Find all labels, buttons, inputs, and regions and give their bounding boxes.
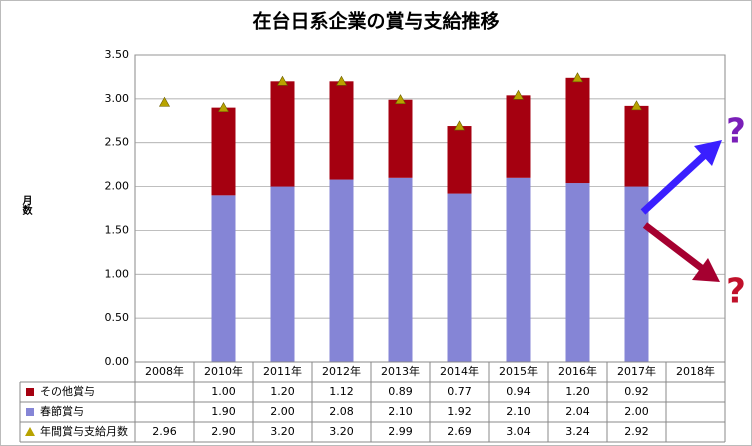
y-tick-label: 2.50: [105, 136, 130, 149]
y-tick-label: 2.00: [105, 180, 130, 193]
table-cell: 1.20: [270, 385, 295, 398]
legend-label: その他賞与: [40, 385, 95, 398]
table-cell: 1.90: [211, 405, 236, 418]
x-tick-label: 2008年: [145, 364, 184, 378]
table-cell: 3.20: [270, 425, 295, 438]
marker: [335, 75, 348, 86]
x-tick-label: 2010年: [204, 364, 243, 378]
table-cell: 2.04: [565, 405, 590, 418]
table-cell: 0.77: [447, 385, 472, 398]
chart-title: 在台日系企業の賞与支給推移: [252, 10, 499, 33]
bar: [565, 183, 590, 362]
marker: [217, 102, 230, 112]
marker: [453, 120, 466, 131]
table-cell: 2.10: [388, 405, 413, 418]
marker: [630, 100, 643, 111]
legend-label: 春節賞与: [40, 404, 84, 418]
table-cell: 1.00: [211, 385, 236, 398]
bar: [211, 195, 236, 362]
table-cell: 0.92: [624, 385, 649, 398]
bar: [270, 81, 295, 187]
bar: [329, 81, 354, 180]
legend-swatch: [26, 388, 34, 396]
x-tick-label: 2016年: [558, 364, 597, 378]
marker: [571, 72, 584, 83]
y-tick-label: 0.00: [105, 355, 130, 368]
legend-label: 年間賞与支給月数: [40, 424, 128, 438]
bar: [447, 193, 472, 362]
x-tick-label: 2013年: [381, 364, 420, 378]
arrow-down: [642, 222, 707, 273]
legend-swatch: [25, 427, 35, 436]
bar: [447, 126, 472, 194]
table-cell: 3.04: [506, 425, 531, 438]
marker: [276, 75, 289, 86]
bar: [270, 186, 295, 362]
arrow-head: [692, 258, 720, 282]
x-tick-label: 2012年: [322, 364, 361, 378]
annotation: ?: [726, 272, 746, 312]
bar: [506, 177, 531, 362]
table-cell: 0.94: [506, 385, 531, 398]
legend-swatch: [26, 408, 34, 416]
bar: [506, 95, 531, 178]
bar: [388, 99, 413, 178]
y-tick-label: 3.00: [105, 92, 130, 105]
bar: [211, 107, 236, 196]
annotation: ?: [726, 112, 746, 152]
table-cell: 2.96: [152, 425, 177, 438]
bar: [624, 186, 649, 362]
y-axis-label: 月数: [20, 195, 33, 216]
x-tick-label: 2017年: [617, 364, 656, 378]
arrows: [640, 140, 722, 282]
table-cell: 1.12: [329, 385, 354, 398]
table-cell: 3.20: [329, 425, 354, 438]
table-cell: 2.10: [506, 405, 531, 418]
marker: [158, 96, 171, 107]
table-cell: 1.92: [447, 405, 472, 418]
table-cell: 3.24: [565, 425, 590, 438]
table-cell: 2.08: [329, 405, 354, 418]
bar: [329, 179, 354, 362]
x-tick-label: 2014年: [440, 364, 479, 378]
y-tick-label: 0.50: [105, 311, 130, 324]
bar: [388, 177, 413, 362]
y-tick-label: 3.50: [105, 48, 130, 61]
y-tick-label: 1.50: [105, 223, 130, 236]
x-tick-label: 2018年: [676, 364, 715, 378]
x-tick-label: 2015年: [499, 364, 538, 378]
table-cell: 2.00: [270, 405, 295, 418]
bar: [624, 105, 649, 187]
table-cell: 2.90: [211, 425, 236, 438]
arrow-up: [640, 149, 711, 215]
x-tick-label: 2011年: [263, 364, 302, 378]
marker: [394, 94, 407, 105]
table-cell: 2.69: [447, 425, 472, 438]
marker: [512, 89, 525, 100]
table-cell: 0.89: [388, 385, 413, 398]
y-tick-label: 1.00: [105, 267, 130, 280]
table-cell: 1.20: [565, 385, 590, 398]
table-cell: 2.00: [624, 405, 649, 418]
table-cell: 2.92: [624, 425, 649, 438]
bar: [565, 77, 590, 184]
table-cell: 2.99: [388, 425, 413, 438]
arrow-head: [694, 140, 722, 166]
